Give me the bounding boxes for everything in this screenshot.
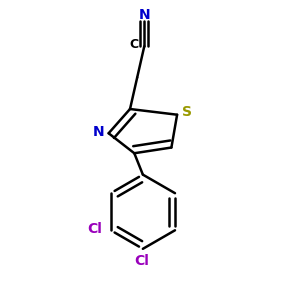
Text: N: N <box>93 125 104 139</box>
Text: Cl: Cl <box>134 254 149 268</box>
Text: Cl: Cl <box>87 222 102 236</box>
Text: N: N <box>139 8 151 22</box>
Text: C: C <box>129 38 138 51</box>
Text: S: S <box>182 105 191 119</box>
